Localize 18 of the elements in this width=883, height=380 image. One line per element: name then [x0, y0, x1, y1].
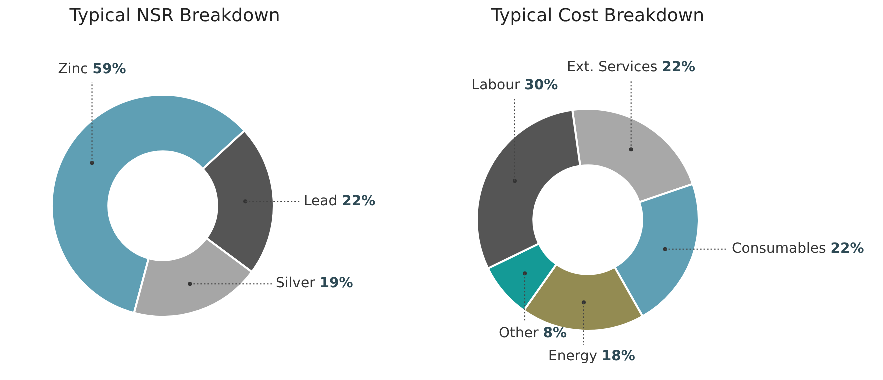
slice-label: Labour — [472, 78, 525, 94]
data-label: 22% — [830, 241, 864, 258]
slice-label: Energy — [548, 348, 602, 365]
data-label: 19% — [320, 276, 354, 292]
slice-label: Other — [499, 326, 544, 342]
slice-label: Silver — [276, 276, 320, 292]
chart-title: Typical Cost Breakdown — [490, 6, 705, 27]
data-label: 22% — [662, 60, 696, 76]
data-label: 18% — [602, 348, 636, 365]
data-label: 8% — [543, 326, 568, 342]
slice-label: Ext. Services — [567, 60, 662, 76]
slice-label: Lead — [304, 193, 342, 210]
slice-label: Consumables — [732, 241, 831, 258]
data-label: 59% — [92, 62, 126, 78]
slice-label: Zinc — [58, 62, 93, 78]
chart-title: Typical NSR Breakdown — [68, 6, 280, 27]
data-label: 22% — [342, 193, 376, 210]
data-label: 30% — [524, 78, 558, 94]
